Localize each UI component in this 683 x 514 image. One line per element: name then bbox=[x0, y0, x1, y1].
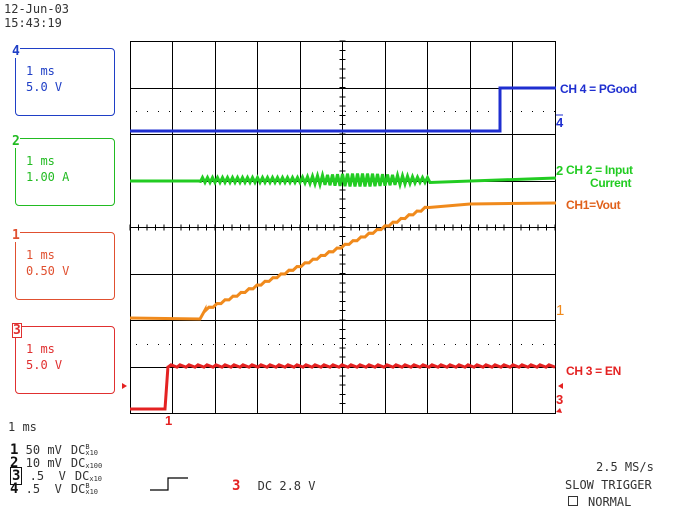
trigger-level-marker bbox=[556, 408, 562, 413]
ch3-ground-marker bbox=[122, 383, 127, 389]
channel-2-timebase: 1 ms bbox=[26, 154, 55, 168]
ch1-marker: 1 bbox=[556, 302, 565, 319]
channel-4-number: 4 bbox=[12, 44, 20, 59]
channel-3-timebase: 1 ms bbox=[26, 342, 55, 356]
channel-1-box[interactable]: 1 1 ms 0.50 V bbox=[12, 228, 115, 300]
ch3-trace-label: CH 3 = EN bbox=[566, 364, 621, 378]
timebase-readout: 1 ms bbox=[8, 420, 37, 434]
channel-4-timebase: 1 ms bbox=[26, 64, 55, 78]
ch2-input-current-trace bbox=[130, 169, 557, 191]
channel-1-timebase: 1 ms bbox=[26, 248, 55, 262]
ch1-trace-label: CH1=Vout bbox=[566, 198, 621, 212]
capture-date: 12-Jun-03 bbox=[4, 2, 70, 16]
trigger-position-marker: 1 bbox=[165, 413, 172, 428]
channel-4-scale: 5.0 V bbox=[26, 80, 63, 94]
ch3-en-trace bbox=[130, 363, 556, 411]
ch2-trace-label-line2: Current bbox=[590, 176, 632, 190]
trigger-type: NORMAL bbox=[568, 495, 631, 509]
trigger-level-text: DC 2.8 V bbox=[257, 479, 316, 493]
trigger-mode: SLOW TRIGGER bbox=[565, 478, 652, 492]
channel-settings: 1 50 mV DCB x10 2 10 mV DC x100 3 .5 V DC x… bbox=[10, 442, 103, 497]
channel-3-number: 3 bbox=[12, 323, 22, 338]
channel-2-scale: 1.00 A bbox=[26, 170, 70, 184]
ch4-marker: 4 bbox=[556, 115, 563, 130]
ch4-trace-label: CH 4 = PGood bbox=[560, 82, 637, 96]
channel-2-number: 2 bbox=[12, 134, 20, 149]
capture-time: 15:43:19 bbox=[4, 16, 62, 30]
channel-setting-row: 3 .5 V DC x10 bbox=[10, 467, 103, 485]
channel-setting-row: 2 10 mV DC x100 bbox=[10, 455, 103, 471]
ch3-marker: 3 bbox=[556, 392, 563, 407]
ch1-vout-trace bbox=[129, 201, 557, 321]
sample-rate: 2.5 MS/s bbox=[596, 460, 654, 474]
ch4-pgood-trace bbox=[130, 86, 556, 133]
channel-4-box[interactable]: 4 1 ms 5.0 V bbox=[12, 44, 115, 116]
ch3-right-marker bbox=[558, 383, 563, 389]
channel-2-box[interactable]: 2 1 ms 1.00 A bbox=[12, 134, 115, 206]
channel-setting-row: 1 50 mV DCB x10 bbox=[10, 442, 99, 458]
checkbox-icon[interactable] bbox=[568, 496, 578, 506]
ch2-trace-label-line1: CH 2 = Input bbox=[566, 163, 633, 177]
channel-setting-row: 4 .5 V DCB x10 bbox=[10, 481, 99, 497]
channel-3-box[interactable]: 3 1 ms 5.0 V bbox=[12, 323, 115, 394]
rising-edge-trigger-icon bbox=[150, 477, 188, 491]
graticule-dots bbox=[136, 111, 555, 345]
channel-3-scale: 5.0 V bbox=[26, 358, 63, 372]
channel-1-number: 1 bbox=[12, 228, 20, 243]
ch2-marker: 2 bbox=[556, 163, 563, 178]
trigger-setting: 3 DC 2.8 V bbox=[232, 478, 316, 494]
channel-1-scale: 0.50 V bbox=[26, 264, 70, 278]
